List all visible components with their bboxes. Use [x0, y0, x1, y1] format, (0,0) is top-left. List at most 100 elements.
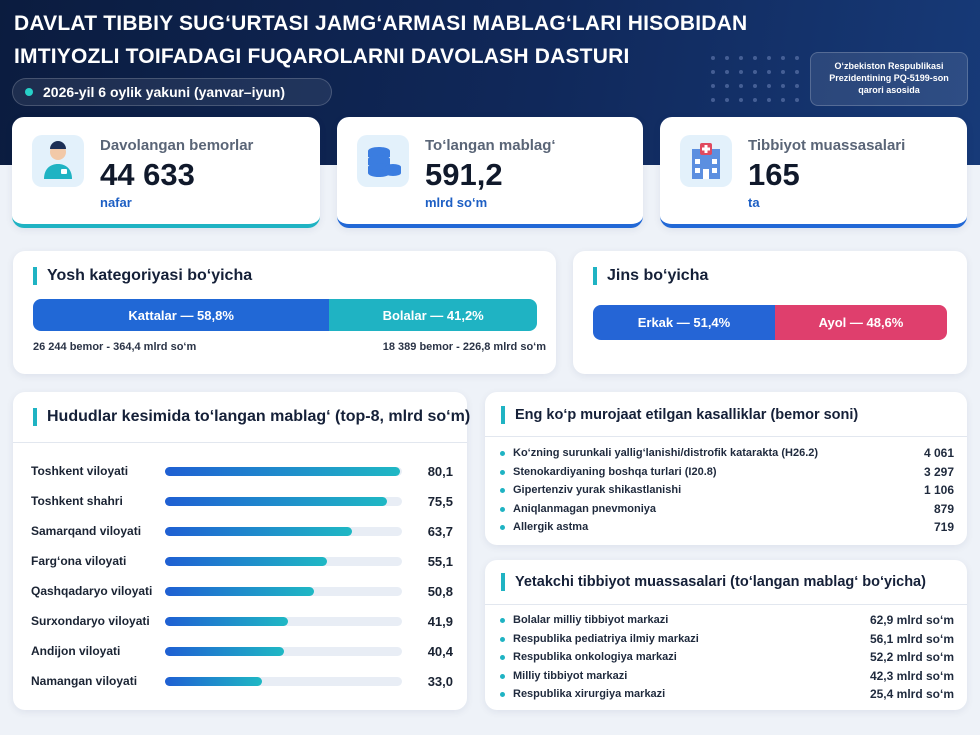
- value-label: 40,4: [427, 644, 453, 659]
- bullet: [500, 636, 505, 642]
- bullet: [500, 692, 505, 697]
- row-label: Respublika xirurgiya markazi: [513, 688, 666, 700]
- kpi-label: Tibbiyot muassasalari: [748, 137, 906, 154]
- kpi-unit: nafar: [100, 195, 132, 210]
- row-label: Allergik astma: [513, 521, 589, 533]
- row-label: Respublika pediatriya ilmiy markazi: [513, 632, 699, 645]
- bar-segment: Ayol — 48,6%: [774, 305, 947, 340]
- row-value: 3 297: [923, 464, 954, 479]
- row-value: 52,2 mlrd so‘m: [869, 650, 954, 664]
- diseases-card: Eng ko‘p murojaat etilgan kasalliklar (b…: [485, 392, 967, 545]
- value-label: 41,9: [427, 614, 453, 629]
- section-title: Eng ko‘p murojaat etilgan kasalliklar (b…: [501, 406, 858, 424]
- bullet: [500, 673, 505, 679]
- row-value: 25,4 mlrd so‘m: [869, 687, 954, 701]
- title: DAVLAT TIBBIY SUG‘URTASI JAMG‘ARMASI MAB…: [14, 12, 748, 35]
- kpi-value: 44 633: [100, 157, 195, 192]
- row-value: 56,1 mlrd so‘m: [869, 631, 954, 646]
- bar: [165, 647, 284, 656]
- icon-coins: [357, 135, 409, 187]
- kpi-card: To‘langan mablag‘ 591,2 mlrd so‘m: [337, 117, 643, 228]
- section-title: Jins bo‘yicha: [593, 267, 708, 285]
- bar: [165, 527, 352, 536]
- kpi-card: Tibbiyot muassasalari 165 ta: [660, 117, 967, 228]
- row-label: Aniqlanmagan pnevmoniya: [513, 502, 657, 515]
- value-label: 50,8: [427, 584, 453, 599]
- kpi-value: 165: [748, 157, 800, 192]
- separator: [485, 436, 967, 437]
- bar-segment: Erkak — 51,4%: [593, 305, 775, 340]
- bullet: [500, 655, 505, 660]
- period-pill: 2026-yil 6 oylik yakuni (yanvar–iyun): [12, 78, 332, 106]
- regions-card: Hududlar kesimida to‘langan mablag‘ (top…: [13, 392, 470, 710]
- row-value: 1 106: [923, 483, 954, 497]
- kpi-label: To‘langan mablag‘: [425, 137, 556, 154]
- value-label: 55,1: [427, 554, 453, 569]
- kpi-unit: ta: [748, 195, 760, 210]
- age-card: Yosh kategoriyasi bo‘yicha Kattalar — 58…: [13, 251, 556, 374]
- section-title: Hududlar kesimida to‘langan mablag‘ (top…: [33, 408, 470, 426]
- note-line: qarori asosida: [858, 85, 920, 95]
- bullet: [500, 469, 505, 475]
- row-label: Farg‘ona viloyati: [31, 554, 127, 568]
- bar: [165, 467, 400, 476]
- row-label: Stenokardiyaning boshqa turlari (I20.8): [513, 465, 717, 478]
- bullet: [500, 525, 505, 530]
- row-value: 42,3 mlrd so‘m: [869, 668, 954, 683]
- section-title: Yetakchi tibbiyot muassasalari (to‘langa…: [501, 573, 926, 591]
- row-label: Gipertenziv yurak shikastlanishi: [513, 484, 682, 496]
- section-title: Yosh kategoriyasi bo‘yicha: [33, 267, 252, 285]
- decor-dots: [711, 56, 799, 102]
- segment-detail: 18 389 bemor - 226,8 mlrd so‘m: [382, 341, 546, 353]
- row-value: 4 061: [923, 446, 954, 460]
- title: IMTIYOZLI TOIFADAGI FUQAROLARNI DAVOLASH…: [14, 45, 630, 68]
- kpi-label: Davolangan bemorlar: [100, 137, 254, 154]
- row-label: Milliy tibbiyot markazi: [513, 669, 628, 682]
- segment-detail: 26 244 bemor - 364,4 mlrd so‘m: [33, 341, 197, 353]
- note-line: Prezidentining PQ-5199-son: [829, 73, 949, 83]
- row-value: 62,9 mlrd so‘m: [869, 613, 954, 627]
- row-label: Surxondaryo viloyati: [31, 614, 150, 628]
- row-value: 879: [933, 501, 954, 516]
- value-label: 63,7: [427, 524, 453, 539]
- bar: [165, 557, 327, 566]
- bar-segment: Kattalar — 58,8%: [33, 299, 330, 331]
- note-line: O‘zbekiston Respublikasi: [834, 61, 944, 71]
- row-label: Qashqadaryo viloyati: [31, 584, 153, 598]
- value-label: 75,5: [427, 494, 453, 509]
- bar: [165, 497, 387, 506]
- row-label: Respublika onkologiya markazi: [513, 651, 677, 663]
- icon-patient: [32, 135, 84, 187]
- value-label: 33,0: [427, 674, 453, 689]
- institutions-card: Yetakchi tibbiyot muassasalari (to‘langa…: [485, 560, 967, 710]
- bar: [165, 677, 262, 686]
- bullet: [500, 451, 505, 456]
- row-value: 719: [933, 520, 954, 534]
- bar-segment: Bolalar — 41,2%: [329, 299, 537, 331]
- kpi-card: Davolangan bemorlar 44 633 nafar: [12, 117, 320, 228]
- bar: [165, 587, 315, 596]
- row-label: Namangan viloyati: [31, 674, 138, 688]
- decree-note: O‘zbekiston Respublikasi Prezidentining …: [810, 52, 968, 106]
- split-bar: Kattalar — 58,8% Bolalar — 41,2%: [33, 299, 537, 331]
- bar-track: [165, 677, 402, 686]
- bullet: [500, 618, 505, 623]
- bullet: [500, 488, 505, 493]
- row-label: Samarqand viloyati: [31, 524, 142, 538]
- icon-hospital: [680, 135, 732, 187]
- gender-card: Jins bo‘yicha Erkak — 51,4% Ayol — 48,6%: [573, 251, 967, 374]
- row-label: Bolalar milliy tibbiyot markazi: [513, 614, 669, 626]
- row-label: Toshkent shahri: [31, 494, 123, 508]
- bar: [165, 617, 288, 626]
- kpi-unit: mlrd so‘m: [425, 195, 488, 210]
- row-label: Andijon viloyati: [31, 644, 121, 658]
- split-bar: Erkak — 51,4% Ayol — 48,6%: [593, 305, 947, 340]
- value-label: 80,1: [427, 464, 453, 479]
- kpi-value: 591,2: [425, 157, 503, 192]
- row-label: Toshkent viloyati: [31, 464, 129, 478]
- bullet: [500, 506, 505, 512]
- separator: [13, 442, 467, 443]
- row-label: Ko‘zning surunkali yallig‘lanishi/distro…: [513, 447, 819, 459]
- separator: [485, 604, 967, 605]
